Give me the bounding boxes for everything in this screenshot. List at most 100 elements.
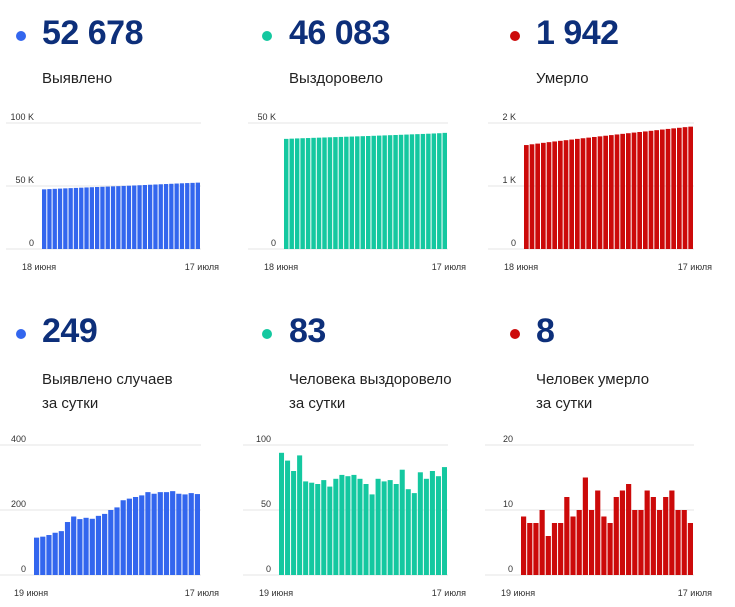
bullet-dot <box>510 31 520 41</box>
confirmed-daily-label-line2: за сутки <box>42 395 99 412</box>
confirmed-total-value: 52 678 <box>42 14 144 52</box>
bar <box>63 188 68 249</box>
bullet-dot <box>262 329 272 339</box>
bar <box>588 510 595 575</box>
y-tick-label: 0 <box>21 564 26 574</box>
bar <box>151 493 157 575</box>
x-end-label: 17 июля <box>678 262 712 272</box>
y-tick-label: 0 <box>266 564 271 574</box>
bar <box>631 132 637 249</box>
bar <box>381 481 387 575</box>
bar <box>315 484 321 575</box>
bar <box>399 469 405 575</box>
y-tick-label: 20 <box>503 434 513 444</box>
bar <box>157 492 163 576</box>
y-tick-label: 2 K <box>502 112 516 122</box>
bar <box>284 138 289 249</box>
bar <box>71 516 77 575</box>
bar <box>105 186 110 249</box>
bar <box>327 486 333 575</box>
bar <box>345 476 351 575</box>
bar <box>638 510 644 575</box>
deaths-daily-value: 8 <box>536 312 555 350</box>
bar <box>64 522 71 575</box>
bar <box>420 133 426 249</box>
bar <box>333 137 338 249</box>
bar <box>360 136 365 249</box>
bar <box>52 532 58 575</box>
bar <box>603 135 608 249</box>
bar <box>441 467 447 575</box>
bar <box>110 186 116 249</box>
y-tick-label: 50 K <box>15 175 34 185</box>
bar <box>529 144 535 249</box>
bar <box>344 136 349 249</box>
bar <box>411 493 417 575</box>
bar <box>179 183 185 249</box>
recovered-total-value: 46 083 <box>289 14 391 52</box>
bar <box>100 186 105 249</box>
bar <box>182 494 188 575</box>
deaths-daily-label-line1: Человек умерло <box>536 371 650 388</box>
bar <box>195 182 200 249</box>
bar <box>552 141 557 249</box>
bar <box>613 497 619 575</box>
bar <box>351 474 357 575</box>
bar <box>148 184 153 249</box>
x-start-label: 19 июня <box>14 588 48 598</box>
bar <box>376 135 382 249</box>
bar <box>89 187 94 249</box>
bar <box>582 477 588 575</box>
bar <box>656 510 663 575</box>
bar <box>575 138 580 249</box>
bar <box>541 142 546 249</box>
bar <box>563 140 569 249</box>
bullet-dot <box>262 31 272 41</box>
bar <box>682 127 688 249</box>
bar <box>333 478 339 575</box>
bar <box>665 128 671 249</box>
bar <box>558 523 564 575</box>
y-tick-label: 200 <box>11 499 26 509</box>
bar <box>79 187 84 249</box>
confirmed-total-label: Выявлено <box>42 70 113 87</box>
bar <box>52 188 57 249</box>
bar <box>169 183 174 249</box>
bar <box>681 510 687 575</box>
deaths-total-label: Умерло <box>536 70 589 87</box>
bar <box>597 136 603 249</box>
bar <box>527 523 533 575</box>
bar <box>382 135 387 249</box>
bar <box>174 183 179 249</box>
bar <box>170 491 176 575</box>
bar <box>607 523 613 575</box>
bar <box>83 517 89 575</box>
recovered-daily-chart: 0 50 100 19 июня 17 июля <box>243 434 466 598</box>
y-tick-label: 100 K <box>10 112 34 122</box>
bar <box>363 484 369 575</box>
bar <box>357 478 363 575</box>
bar <box>102 513 108 575</box>
bar <box>650 497 656 575</box>
bar <box>648 130 654 249</box>
y-tick-label: 0 <box>511 238 516 248</box>
bar <box>669 490 675 575</box>
bar <box>77 519 83 575</box>
bar <box>89 518 95 575</box>
bar <box>626 133 631 249</box>
bar <box>126 185 132 249</box>
bar <box>431 133 437 249</box>
x-start-label: 18 июня <box>22 262 56 272</box>
bar <box>437 133 442 249</box>
bar <box>95 186 100 249</box>
bar <box>126 498 132 576</box>
bar <box>417 472 423 575</box>
bar <box>176 493 182 575</box>
bar <box>145 492 151 576</box>
bar <box>564 497 570 575</box>
deaths-total-chart: 0 1 K 2 K 18 июня 17 июля <box>488 112 712 272</box>
bar <box>398 134 404 249</box>
bar <box>366 136 371 249</box>
bar <box>369 494 375 575</box>
x-end-label: 17 июля <box>185 262 219 272</box>
